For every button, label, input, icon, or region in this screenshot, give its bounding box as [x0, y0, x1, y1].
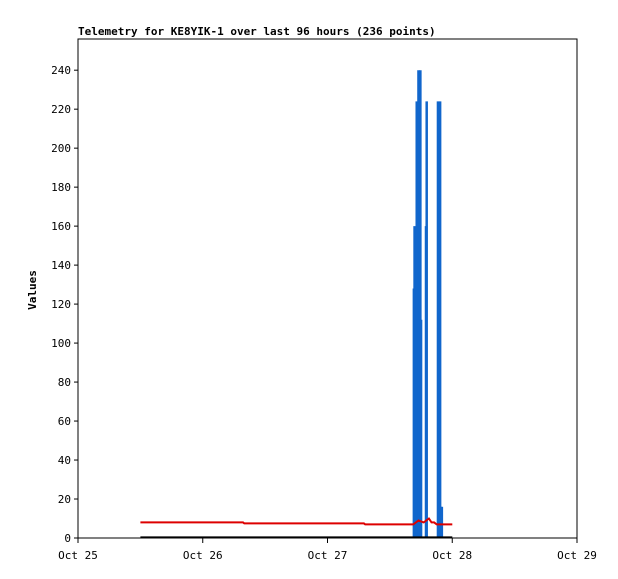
x-tick-label: Oct 28 — [432, 549, 472, 562]
axis-layer: 0 20 40 60 80 100 120 140 160 180 200 220 240 Oct 25 O… — [51, 64, 597, 562]
y-tick-label: 40 — [58, 454, 71, 467]
y-tick-label: 0 — [64, 532, 71, 545]
y-tick-label: 160 — [51, 220, 71, 233]
y-tick-label: 120 — [51, 298, 71, 311]
y-tick-label: 60 — [58, 415, 71, 428]
y-tick-label: 240 — [51, 64, 71, 77]
y-tick-label: 100 — [51, 337, 71, 350]
x-tick-label: Oct 27 — [308, 549, 348, 562]
x-tick-label: Oct 29 — [557, 549, 597, 562]
y-tick-label: 180 — [51, 181, 71, 194]
x-tick-label: Oct 25 — [58, 549, 98, 562]
chart-title: Telemetry for KE8YIK-1 over last 96 hour… — [78, 25, 436, 38]
y-tick-label: 20 — [58, 493, 71, 506]
plot-area-frame — [77, 38, 578, 539]
y-tick-label: 140 — [51, 259, 71, 272]
series-layer — [140, 70, 453, 539]
y-tick-label: 80 — [58, 376, 71, 389]
x-tick-label: Oct 26 — [183, 549, 223, 562]
y-tick-label: 220 — [51, 103, 71, 116]
y-axis-label: Values — [26, 270, 39, 310]
series-1-line — [140, 517, 453, 526]
y-tick-label: 200 — [51, 142, 71, 155]
